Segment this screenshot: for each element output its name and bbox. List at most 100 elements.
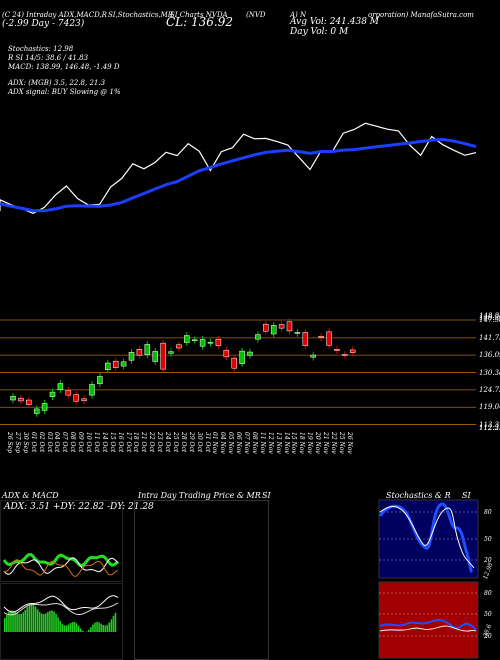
macd-histogram-bar — [90, 627, 92, 632]
candle-body — [223, 349, 230, 358]
candle-body — [10, 396, 16, 401]
macd-histogram-bar — [92, 624, 94, 632]
price-label: 112.37 — [479, 423, 500, 432]
candle-body — [136, 349, 143, 356]
candle-body — [215, 338, 222, 346]
plus-di-line — [3, 557, 119, 575]
candle-body — [270, 325, 277, 335]
candle-body — [334, 349, 340, 351]
adx-macd-title: ADX & MACD — [2, 491, 59, 500]
stoch-tick-label: 50 — [484, 536, 492, 543]
macd-histogram-bar — [59, 620, 61, 632]
macd-histogram-bar — [114, 612, 117, 632]
rsi-readout: R SI 14/5: 38.6 / 41.83 — [8, 54, 89, 62]
candle-body — [73, 394, 79, 402]
macd-histogram-bar — [32, 604, 35, 632]
candle-body — [342, 354, 348, 356]
price-label: 119.04 — [479, 403, 500, 412]
avg-volume: Avg Vol: 241.438 M — [290, 17, 379, 27]
stoch-rsi-title: Stochastics & R — [386, 491, 451, 500]
rsi-line — [379, 618, 477, 631]
candle-body — [318, 336, 324, 338]
price-chart — [0, 122, 477, 425]
candle-body — [160, 342, 166, 370]
candle-body — [89, 384, 95, 396]
macd-histogram-bar — [102, 625, 104, 632]
candle-body — [255, 334, 261, 340]
macd-histogram-bar — [79, 628, 82, 632]
macd-histogram-bar — [98, 622, 100, 632]
macd-histogram-bar — [73, 622, 76, 632]
candle-body — [128, 352, 135, 361]
candle-body — [176, 344, 182, 349]
day-change: (-2.99 Day - 7423) — [2, 19, 85, 29]
candle-body — [302, 332, 309, 346]
candle-body — [207, 341, 214, 344]
price-label: 130.38 — [479, 368, 500, 377]
adx-line — [2, 552, 119, 568]
macd-histogram-bar — [63, 625, 66, 632]
candle-body — [263, 323, 269, 332]
candle-body — [57, 383, 64, 390]
macd-histogram-bar — [34, 606, 37, 632]
candle-body — [349, 349, 356, 353]
price-label: 148.88 — [479, 312, 500, 320]
macd-readout: MACD: 138.99, 146.48, -1.49 D — [8, 63, 120, 71]
macd-histogram-bar — [20, 613, 22, 632]
macd-histogram-bar — [67, 624, 70, 632]
rsi-tick-label: 50 — [484, 611, 492, 618]
macd-histogram-bar — [106, 624, 109, 632]
stoch-tick-label: 20 — [484, 557, 492, 564]
chart-header-mid2: SI Charts NVDA — [170, 11, 228, 19]
candle-body — [144, 344, 151, 356]
macd-histogram-bar — [65, 625, 68, 632]
macd-histogram-bar — [110, 619, 113, 632]
macd-histogram-bar — [4, 618, 6, 632]
macd-histogram-bar — [100, 623, 102, 632]
candle-body — [191, 339, 198, 342]
macd-histogram-bar — [14, 611, 16, 632]
price-label: 124.73 — [479, 385, 500, 394]
macd-histogram-bar — [22, 612, 25, 632]
rsi-tick-label: 80 — [484, 590, 492, 597]
price-label: 136.09 — [479, 351, 500, 360]
macd-histogram-bar — [45, 613, 47, 632]
candle-body — [120, 361, 127, 367]
macd-histogram-bar — [42, 614, 45, 632]
candle-body — [247, 351, 253, 356]
chart-header-right-a: A) N — [290, 11, 307, 19]
macd-histogram-bar — [108, 622, 111, 632]
candle-body — [326, 331, 332, 346]
sma-line — [0, 137, 477, 213]
candle-body — [65, 390, 72, 396]
macd-histogram-bar — [8, 611, 10, 632]
candle-body — [81, 398, 87, 401]
macd-histogram-bar — [112, 615, 115, 632]
adx-signal-readout: ADX signal: BUY Slowing @ 1% — [8, 88, 121, 96]
day-volume: Day Vol: 0 M — [290, 27, 349, 37]
candle-body — [26, 399, 32, 405]
candle-body — [184, 335, 190, 343]
chart-header-ticker: (NVD — [246, 11, 266, 19]
macd-histogram-bar — [53, 611, 55, 632]
macd-histogram-bar — [38, 611, 41, 632]
macd-histogram-bar — [88, 629, 90, 632]
macd-histogram-bar — [6, 614, 8, 632]
adx-panel — [0, 500, 123, 582]
candle-body — [168, 351, 174, 354]
macd-histogram-bar — [26, 607, 29, 632]
stoch-tick-label: 80 — [484, 509, 492, 516]
candle-body — [278, 324, 285, 329]
macd-histogram-bar — [75, 623, 78, 632]
mrsi-title: Intra Day Trading Price & MR — [138, 491, 261, 500]
macd-histogram-bar — [104, 625, 107, 632]
macd-histogram-bar — [24, 609, 27, 632]
rsi-panel — [378, 581, 479, 659]
candle-body — [105, 362, 111, 371]
candle-body — [49, 391, 56, 397]
candle-body — [152, 351, 158, 362]
macd-histogram-bar — [47, 612, 49, 632]
macd-line — [3, 595, 119, 613]
macd-histogram-bar — [77, 625, 80, 632]
